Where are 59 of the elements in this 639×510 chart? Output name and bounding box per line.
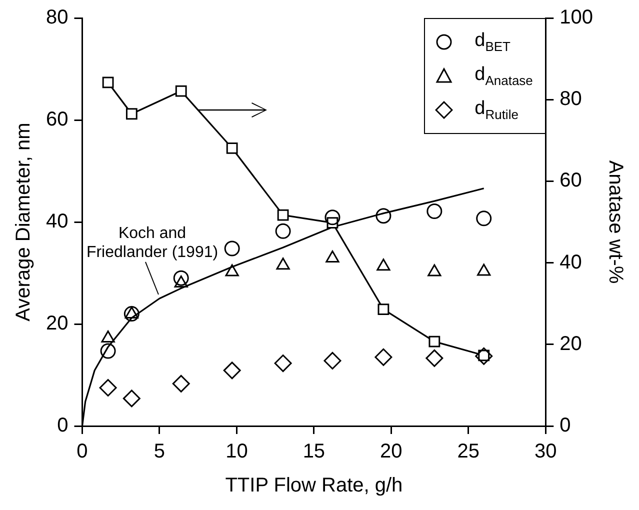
point: [324, 210, 340, 226]
x-tick-label: 5: [154, 440, 166, 463]
y2-axis-title: Anatase wt-%: [604, 160, 626, 284]
x-axis-title: TTIP Flow Rate, g/h: [225, 474, 403, 497]
point: [224, 240, 240, 256]
point: [100, 343, 116, 359]
y2-tick-label: 20: [560, 332, 582, 355]
point: [326, 250, 340, 262]
point: [477, 264, 491, 276]
series-label: Koch and Friedlander (1991): [86, 224, 218, 261]
point: [173, 270, 189, 286]
point: [475, 347, 493, 365]
legend-label: d$_{Rutile}$: [474, 98, 518, 122]
point: [376, 208, 392, 224]
point: [225, 264, 239, 276]
point: [274, 354, 292, 372]
x-tick-label: 10: [226, 440, 248, 463]
y-tick-label: 60: [46, 108, 68, 131]
point: [102, 76, 114, 88]
point: [226, 142, 238, 154]
point: [426, 349, 444, 367]
point: [275, 223, 291, 239]
y2-tick-label: 80: [560, 88, 582, 110]
point: [124, 306, 140, 322]
x-tick-label: 15: [302, 440, 326, 463]
point: [277, 209, 289, 221]
point: [324, 352, 342, 370]
y2-tick-label: 0: [560, 414, 571, 437]
point: [126, 108, 138, 120]
point: [428, 264, 442, 276]
point: [426, 204, 442, 220]
point: [376, 258, 390, 271]
x-tick-label: 20: [380, 440, 402, 463]
point: [174, 275, 188, 288]
point: [428, 336, 440, 348]
point: [223, 362, 241, 380]
y-tick-label: 20: [46, 312, 68, 335]
y-tick-label: 0: [57, 414, 68, 437]
y-tick-label: 80: [46, 6, 68, 29]
point: [276, 258, 290, 270]
point: [476, 210, 492, 226]
point: [101, 330, 115, 343]
y2-tick-label: 60: [560, 170, 582, 192]
y2-tick-label: 100: [560, 6, 594, 29]
point: [175, 85, 187, 97]
x-tick-label: 30: [534, 440, 557, 463]
y-tick-label: 40: [46, 210, 68, 233]
point: [378, 304, 390, 316]
point: [122, 390, 140, 408]
x-tick-label: 0: [76, 440, 88, 463]
y-axis-title: Average Diameter, nm: [12, 122, 35, 322]
legend-label: d$_{Anatase}$: [474, 64, 533, 88]
point: [172, 374, 190, 392]
point: [99, 379, 117, 396]
point: [374, 348, 392, 366]
y2-tick-label: 40: [560, 251, 582, 274]
point: [124, 306, 138, 319]
legend-label: d$_{BET}$: [474, 30, 510, 54]
x-tick-label: 25: [457, 440, 480, 463]
